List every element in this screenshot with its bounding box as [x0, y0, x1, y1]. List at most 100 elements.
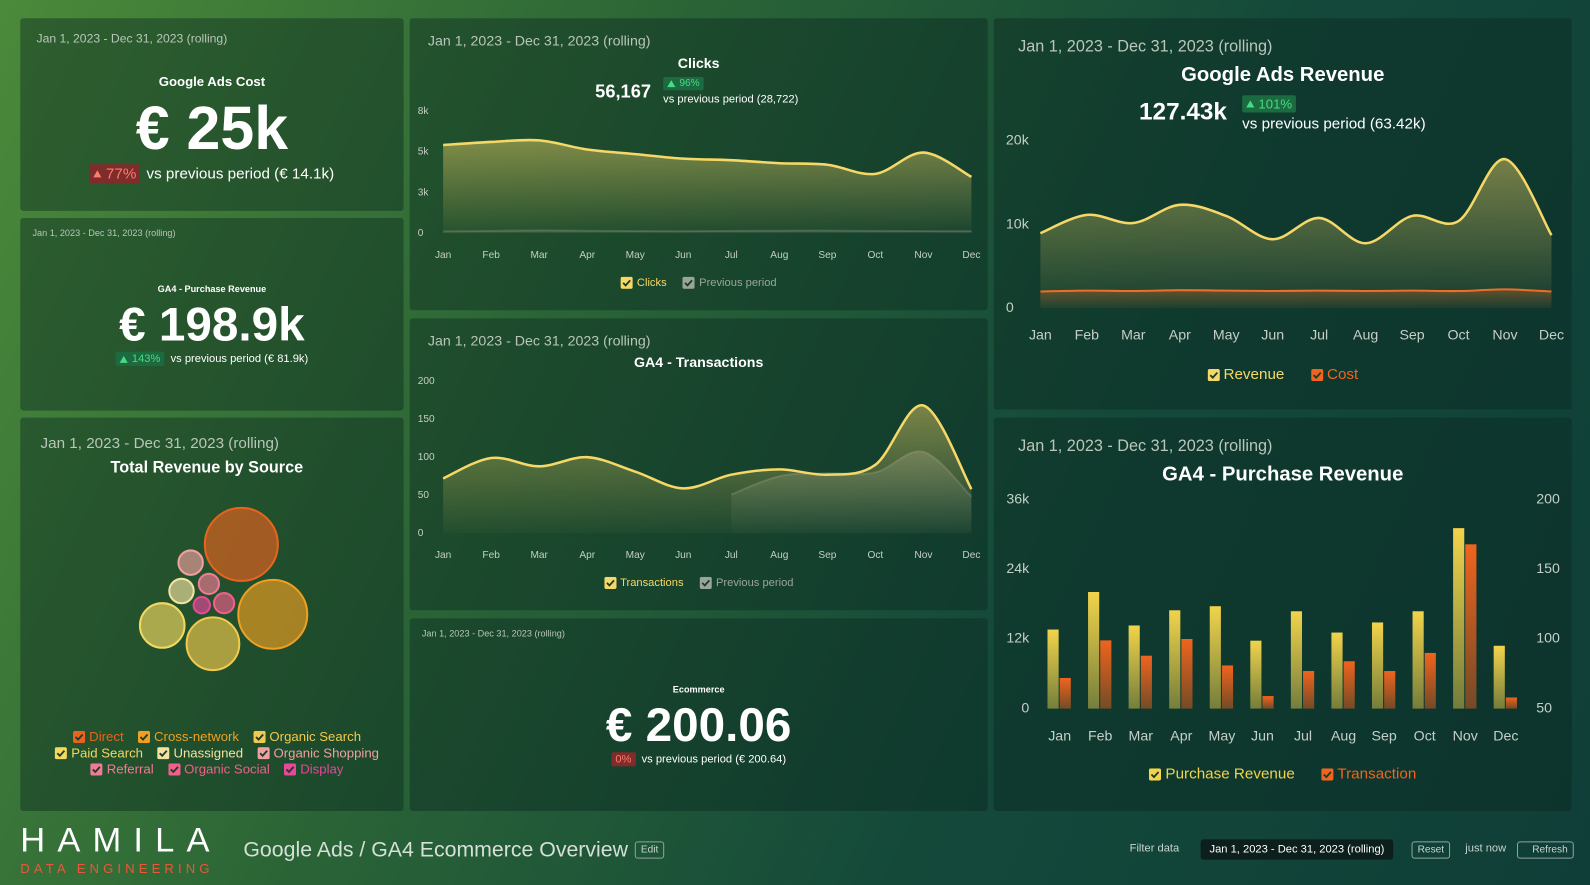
legend-check [603, 576, 617, 589]
legend-label: Purchase Revenue [1165, 765, 1295, 783]
chart-title: Total Revenue by Source [110, 459, 304, 477]
bubble [212, 592, 236, 615]
bar [1209, 606, 1221, 709]
bar [1343, 661, 1355, 709]
change-badge: 143% [115, 351, 165, 366]
check-box [90, 762, 103, 776]
x-tick-label: Jan [435, 250, 451, 261]
comparison: vs previous period (63.42k) [1242, 115, 1426, 133]
legend-check [682, 276, 696, 289]
y-tick-label: 200 [418, 376, 435, 387]
bubble [177, 549, 204, 576]
chart: 0 12k 24k 36k 50 100 150 200 Jan Feb Mar Apr May Jun J… [1006, 492, 1560, 745]
date-range: Jan 1, 2023 - Dec 31, 2023 (rolling) [427, 332, 651, 349]
area [443, 405, 972, 534]
bar [1465, 544, 1477, 709]
legend-label: Referral [106, 761, 154, 777]
date-range: Jan 1, 2023 - Dec 31, 2023 (rolling) [40, 434, 280, 453]
legend-label: Previous period [699, 276, 777, 289]
legend-label: Clicks [636, 276, 667, 289]
bar [1059, 677, 1071, 709]
check-mark [701, 579, 711, 587]
bubble [203, 506, 279, 582]
chart-title: Clicks [677, 54, 720, 71]
chart: 0 50 100 150 200 Jan Feb Mar Apr May Jun Jul Aug Sep O… [418, 376, 981, 561]
legend: Transactions Previous period [410, 576, 988, 589]
check-box [1310, 368, 1323, 381]
x-tick-label: Sep [1399, 327, 1424, 343]
legend-label: Cross-network [154, 728, 240, 745]
legend-check [90, 762, 103, 776]
x-tick-label: Oct [1414, 729, 1436, 745]
check-box [253, 730, 266, 743]
legend-label: Transaction [1337, 765, 1417, 783]
check-mark [1312, 371, 1322, 379]
check-mark [1151, 770, 1160, 778]
reset-button[interactable]: Reset [1411, 841, 1451, 859]
comparison: vs previous period (€ 14.1k) [146, 165, 335, 183]
legend-check [167, 762, 181, 776]
y-tick-label: 36k [1006, 492, 1030, 508]
change-badge: 77% [89, 164, 141, 184]
check-box [682, 276, 696, 289]
check-box [284, 762, 297, 776]
y2-tick-label: 50 [1536, 700, 1552, 716]
check-box [1207, 368, 1220, 381]
bubble [168, 577, 195, 605]
bar [1331, 632, 1343, 709]
y2-tick-label: 100 [1536, 631, 1560, 647]
x-tick-label: May [1208, 729, 1236, 745]
kpi-value: € 198.9k [119, 297, 305, 351]
y2-tick-label: 150 [1536, 561, 1560, 577]
x-tick-label: Mar [530, 250, 548, 261]
change: 96% [679, 78, 700, 90]
logo-subtitle: DATA ENGINEERING [20, 860, 214, 876]
up-icon [119, 355, 128, 363]
check-mark [1209, 371, 1218, 379]
refresh-button[interactable]: Refresh [1516, 841, 1574, 859]
edit-button[interactable]: Edit [634, 841, 665, 859]
x-tick-label: Aug [1353, 327, 1378, 343]
bar [1424, 652, 1436, 709]
x-tick-label: Jul [725, 250, 738, 261]
check-mark [159, 749, 168, 757]
legend-item: Revenue [1207, 366, 1284, 383]
x-tick-label: Oct [868, 550, 884, 561]
comparison: vs previous period (€ 200.64) [641, 753, 787, 766]
change-badge: 96% [663, 77, 704, 91]
x-tick-label: Feb [482, 550, 500, 561]
x-tick-label: Apr [1169, 327, 1191, 343]
check-box [257, 746, 270, 759]
legend-item: Referral [90, 761, 154, 777]
area [443, 139, 972, 234]
filter-button[interactable]: Filter data [1129, 842, 1180, 855]
chart-title: Google Ads Revenue [1181, 63, 1385, 87]
x-tick-label: Jun [1261, 327, 1284, 343]
legend-check [137, 730, 150, 743]
legend-label: Unassigned [173, 745, 244, 761]
bar [1128, 625, 1140, 709]
bubble [192, 596, 211, 615]
x-tick-label: Oct [1448, 327, 1470, 343]
check-mark [622, 279, 632, 287]
x-tick-label: Feb [1088, 729, 1113, 745]
bubble [197, 572, 221, 596]
check-box [603, 576, 617, 589]
date-picker[interactable]: Jan 1, 2023 - Dec 31, 2023 (rolling) [1200, 839, 1394, 860]
kpi-change-row: 77% vs previous period (€ 14.1k) [20, 164, 403, 184]
x-tick-label: Aug [770, 250, 788, 261]
kpi-change-row: 0% vs previous period (€ 200.64) [410, 752, 988, 767]
legend-check [1321, 767, 1334, 781]
check-box [137, 730, 150, 743]
legend-item: Cost [1310, 366, 1358, 383]
bar [1453, 528, 1465, 709]
y-tick-label: 20k [1006, 133, 1030, 149]
check-mark [92, 765, 101, 773]
kpi-title: Google Ads Cost [158, 74, 266, 90]
legend-label: Paid Search [71, 745, 144, 761]
updated-time: just now [1465, 842, 1507, 855]
check-box [699, 576, 712, 589]
chart: 0 10k 20k Jan Feb Mar Apr May Jun Jul Aug Sep Oct Nov… [1006, 133, 1564, 344]
